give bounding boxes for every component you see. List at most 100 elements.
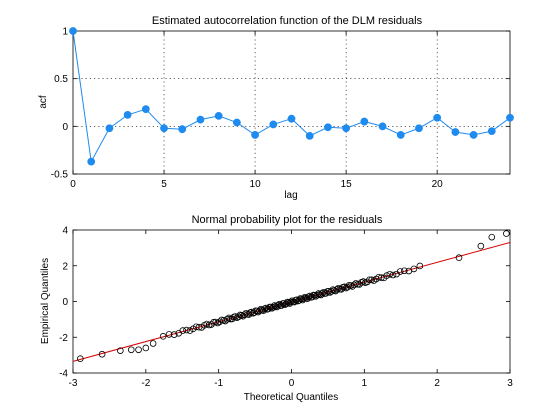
acf-point bbox=[196, 115, 205, 124]
qq-point bbox=[377, 274, 385, 282]
qq-point bbox=[223, 315, 231, 323]
acf-point bbox=[287, 114, 296, 123]
acf-axes-frame bbox=[72, 30, 511, 175]
acf-point bbox=[506, 113, 514, 122]
qq-point bbox=[127, 346, 135, 354]
acf-ytick-label: 1 bbox=[62, 27, 68, 38]
acf-line bbox=[72, 30, 511, 164]
qq-point bbox=[400, 267, 408, 275]
qq-xlabel: Theoretical Quantiles bbox=[244, 392, 339, 403]
acf-point bbox=[232, 118, 241, 127]
acf-point bbox=[251, 131, 259, 139]
acf-xlabel: lag bbox=[284, 190, 297, 201]
qq-point bbox=[253, 307, 261, 315]
acf-xtick-label: 0 bbox=[70, 179, 76, 190]
qq-point bbox=[366, 276, 373, 284]
qq-ylabel: Empirical Quantiles bbox=[40, 258, 51, 344]
qq-point bbox=[311, 291, 318, 299]
qq-point bbox=[76, 355, 84, 363]
qq-point bbox=[142, 344, 150, 352]
qq-point bbox=[386, 270, 394, 278]
qq-point bbox=[375, 273, 382, 281]
acf-point bbox=[396, 131, 405, 139]
qq-point bbox=[477, 242, 485, 250]
qq-point bbox=[241, 311, 248, 318]
qq-point bbox=[350, 281, 358, 289]
acf-point bbox=[378, 122, 387, 131]
acf-ticks: 0 5 10 15 20-0.500.51 bbox=[51, 27, 510, 190]
qq-point bbox=[291, 298, 298, 306]
qq-point bbox=[455, 254, 463, 262]
acf-xtick-label: 5 bbox=[161, 179, 167, 190]
acf-point bbox=[433, 113, 442, 122]
acf-point bbox=[123, 110, 132, 119]
acf-point bbox=[415, 124, 423, 133]
qq-xtick-label: -1 bbox=[214, 378, 223, 389]
qq-ytick-label: -2 bbox=[59, 333, 68, 344]
qq-point bbox=[225, 314, 233, 322]
qq-point bbox=[278, 302, 285, 309]
qq-point bbox=[354, 280, 361, 288]
acf-grid bbox=[73, 31, 510, 174]
acf-point bbox=[487, 127, 496, 136]
qq-point bbox=[186, 327, 194, 334]
acf-point bbox=[214, 111, 223, 120]
qq-point bbox=[165, 331, 173, 338]
qq-xtick-label: 0 bbox=[289, 378, 295, 389]
qq-point bbox=[389, 271, 397, 279]
qq-point bbox=[335, 284, 342, 292]
qq-plot: Normal probability plot for the residual… bbox=[40, 214, 513, 403]
acf-point bbox=[178, 125, 187, 134]
acf-point bbox=[69, 27, 77, 35]
acf-point bbox=[305, 131, 314, 140]
qq-point bbox=[383, 272, 391, 279]
qq-point bbox=[344, 283, 351, 291]
acf-ylabel: acf bbox=[38, 95, 49, 109]
qq-ytick-label: -4 bbox=[59, 369, 68, 380]
qq-title: Normal probability plot for the residual… bbox=[192, 214, 383, 226]
acf-point bbox=[269, 120, 278, 129]
acf-point bbox=[451, 128, 460, 136]
qq-point bbox=[341, 283, 348, 291]
acf-point bbox=[360, 117, 369, 126]
qq-point bbox=[300, 295, 308, 302]
acf-point bbox=[87, 157, 96, 166]
acf-xtick-label: 15 bbox=[341, 179, 353, 190]
acf-point bbox=[160, 124, 168, 133]
qq-point bbox=[179, 327, 187, 334]
qq-point bbox=[364, 278, 371, 286]
qq-point bbox=[410, 265, 418, 273]
qq-point bbox=[305, 293, 312, 301]
qq-point bbox=[416, 262, 424, 270]
qq-ytick-label: 0 bbox=[62, 297, 68, 308]
qq-point bbox=[98, 350, 106, 358]
acf-xtick-label: 10 bbox=[250, 179, 262, 190]
qq-ytick-label: 4 bbox=[62, 226, 68, 237]
acf-point bbox=[324, 123, 332, 132]
acf-point bbox=[105, 124, 114, 133]
acf-series bbox=[69, 27, 514, 166]
qq-point bbox=[149, 340, 157, 347]
qq-xtick-label: 2 bbox=[434, 378, 440, 389]
acf-ytick-label: 0 bbox=[62, 122, 68, 133]
acf-xtick-label: 20 bbox=[432, 179, 444, 190]
acf-ytick-label: 0.5 bbox=[54, 74, 68, 85]
acf-plot: Estimated autocorrelation function of th… bbox=[38, 15, 514, 201]
acf-point bbox=[469, 131, 478, 139]
qq-point bbox=[170, 331, 178, 338]
qq-point bbox=[159, 333, 167, 340]
qq-xtick-label: -2 bbox=[141, 378, 150, 389]
qq-point bbox=[235, 313, 242, 321]
qq-xtick-label: 1 bbox=[362, 378, 368, 389]
qq-point bbox=[135, 346, 142, 354]
qq-point bbox=[117, 347, 124, 354]
qq-point bbox=[232, 313, 239, 320]
acf-ytick-label: -0.5 bbox=[51, 170, 69, 181]
qq-point bbox=[333, 286, 341, 293]
qq-point bbox=[488, 233, 496, 241]
qq-series bbox=[76, 230, 510, 363]
qq-xtick-label: -3 bbox=[69, 378, 78, 389]
qq-ytick-label: 2 bbox=[62, 261, 68, 272]
qq-point bbox=[287, 298, 295, 306]
